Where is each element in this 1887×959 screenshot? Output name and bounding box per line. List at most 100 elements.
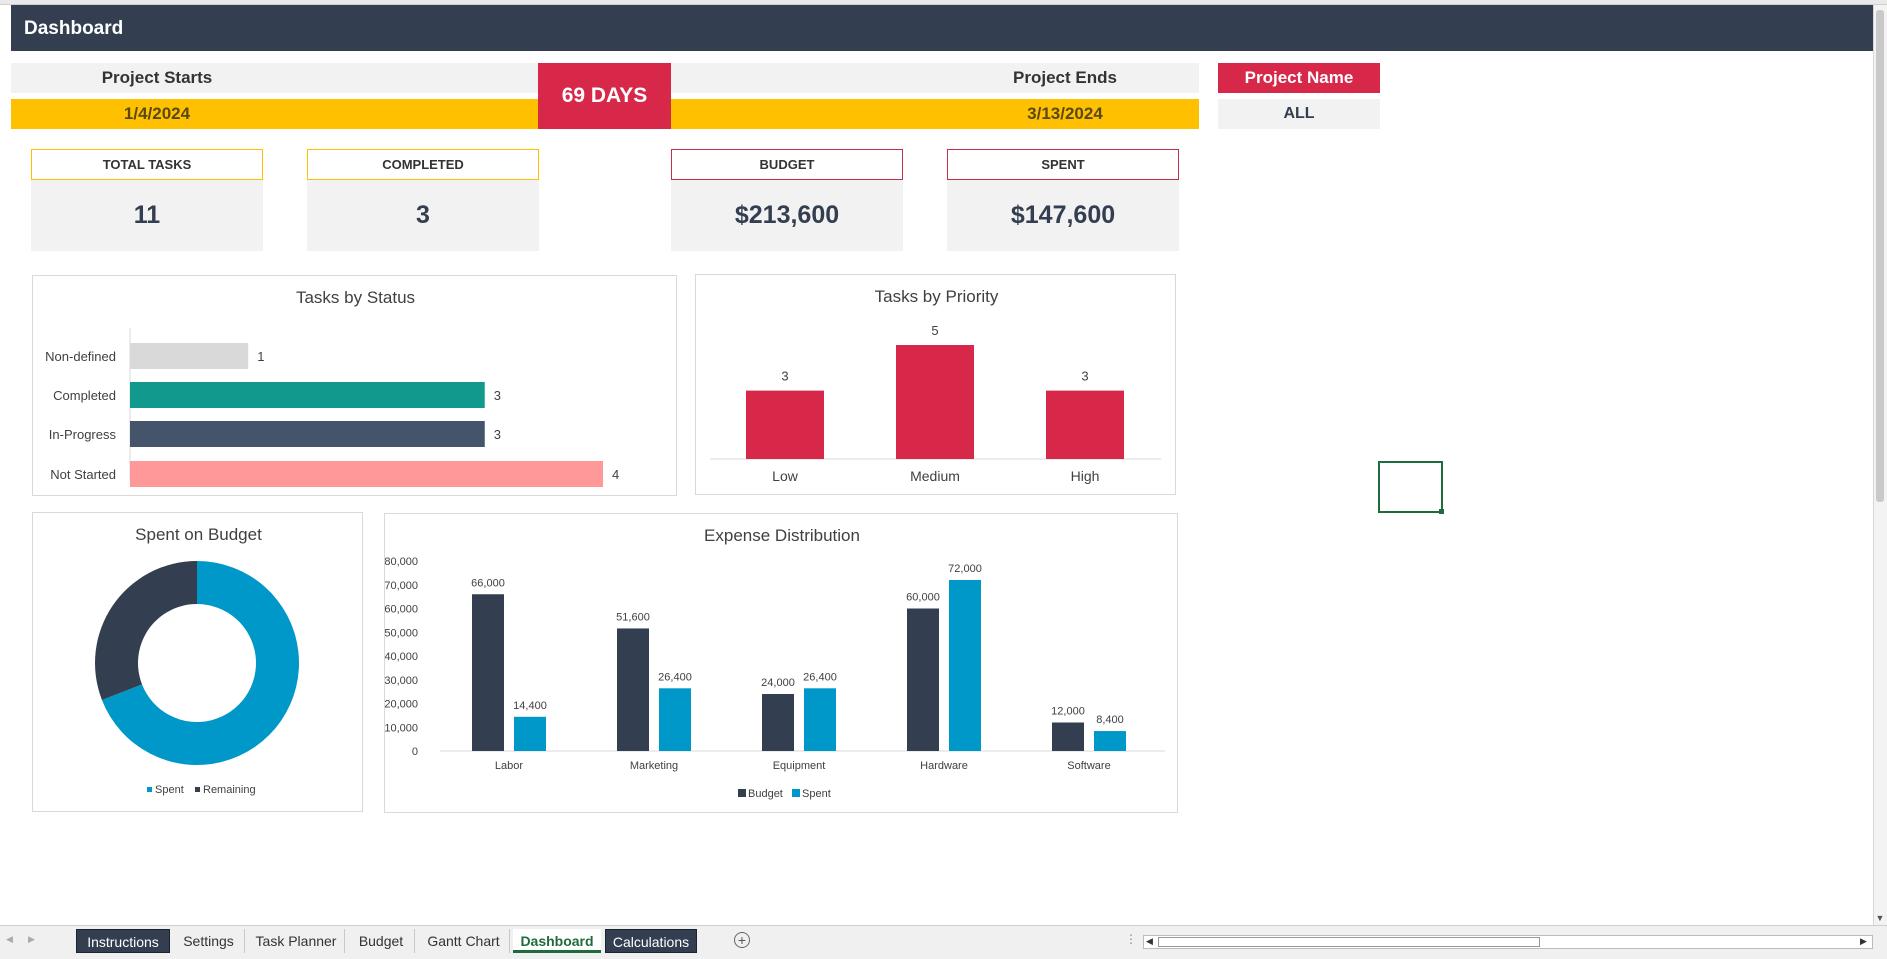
category-label: Low xyxy=(772,468,799,484)
duration-badge: 69 DAYS xyxy=(538,63,671,129)
category-label: Marketing xyxy=(630,760,678,772)
triangle-left-icon[interactable]: ◀ xyxy=(6,934,13,944)
tasks-by-priority-chart[interactable]: Tasks by Priority 3 Low 5 Medium 3 High xyxy=(695,274,1176,495)
legend-label: Spent xyxy=(802,788,831,800)
expense-distribution-chart[interactable]: Expense Distribution 0 10,000 20,000 30,000… xyxy=(384,513,1178,813)
legend-swatch xyxy=(792,789,800,797)
expense-bar-plot: 0 10,000 20,000 30,000 40,000 50,000 60,000 70,… xyxy=(385,556,1165,800)
tab-split-handle[interactable]: ⋮ xyxy=(1125,932,1137,946)
tab-instructions[interactable]: Instructions xyxy=(76,929,170,953)
tab-gantt-chart[interactable]: Gantt Chart xyxy=(418,929,510,953)
project-starts-label: Project Starts xyxy=(11,63,538,93)
spent-bar xyxy=(514,716,546,751)
data-label: 26,400 xyxy=(658,671,692,683)
fill-handle[interactable] xyxy=(1439,509,1444,514)
priority-bar xyxy=(896,345,974,459)
project-start-date: 1/4/2024 xyxy=(11,99,538,129)
spent-bar xyxy=(659,688,691,751)
active-cell[interactable] xyxy=(1378,461,1443,513)
y-tick-label: 30,000 xyxy=(385,675,418,687)
scroll-right-icon[interactable]: ▶ xyxy=(1860,936,1867,946)
budget-bar xyxy=(472,594,504,751)
tab-budget[interactable]: Budget xyxy=(348,929,415,953)
y-tick-label: 40,000 xyxy=(385,651,418,663)
legend-label: Remaining xyxy=(203,784,256,796)
tab-dashboard[interactable]: Dashboard xyxy=(513,929,601,953)
donut-plot: Spent Remaining xyxy=(95,561,299,796)
y-tick-label: 10,000 xyxy=(385,722,418,734)
category-label: Not Started xyxy=(50,467,116,482)
legend-label: Budget xyxy=(748,788,783,800)
y-tick-label: 20,000 xyxy=(385,699,418,711)
column-gridlines xyxy=(0,0,1887,5)
spent-bar xyxy=(949,580,981,751)
y-tick-label: 0 xyxy=(412,746,418,758)
data-label: 1 xyxy=(257,349,264,364)
scroll-left-icon[interactable]: ◀ xyxy=(1146,936,1153,946)
budget-bar xyxy=(762,694,794,751)
category-label: Non-defined xyxy=(45,349,116,364)
y-tick-label: 60,000 xyxy=(385,604,418,616)
data-label: 3 xyxy=(781,369,788,384)
budget-bar xyxy=(1052,722,1084,751)
plus-circle-icon[interactable]: + xyxy=(734,932,750,948)
data-label: 3 xyxy=(1081,369,1088,384)
tasks-by-status-chart[interactable]: Tasks by Status Non-defined 1 Completed 3 In… xyxy=(32,275,677,496)
chart-title: Tasks by Priority xyxy=(874,287,999,306)
chart-title: Spent on Budget xyxy=(135,525,262,544)
donut-slice xyxy=(101,561,299,765)
project-name-value[interactable]: ALL xyxy=(1218,99,1380,129)
kpi-budget-label: BUDGET xyxy=(671,149,903,180)
triangle-right-icon[interactable]: ▶ xyxy=(28,934,35,944)
legend-swatch xyxy=(738,789,746,797)
project-ends-label: Project Ends xyxy=(671,63,1199,93)
legend-swatch xyxy=(195,787,200,792)
data-label: 8,400 xyxy=(1096,714,1124,726)
category-label: Completed xyxy=(53,388,116,403)
data-label: 72,000 xyxy=(948,563,982,575)
data-label: 12,000 xyxy=(1051,706,1085,718)
data-label: 26,400 xyxy=(803,671,837,683)
category-label: High xyxy=(1071,468,1100,484)
spent-on-budget-chart[interactable]: Spent on Budget Spent Remaining xyxy=(32,512,363,812)
kpi-total-tasks-label: TOTAL TASKS xyxy=(31,149,263,180)
priority-bar-plot: 3 Low 5 Medium 3 High xyxy=(710,323,1161,484)
data-label: 3 xyxy=(494,427,501,442)
chart-title: Expense Distribution xyxy=(704,526,860,545)
donut-slice xyxy=(95,561,197,700)
status-bar xyxy=(130,382,485,408)
budget-bar xyxy=(617,628,649,751)
data-label: 66,000 xyxy=(471,577,505,589)
data-label: 24,000 xyxy=(761,677,795,689)
priority-bar xyxy=(1046,390,1124,459)
tab-calculations[interactable]: Calculations xyxy=(605,929,697,953)
vertical-scroll-thumb[interactable] xyxy=(1876,10,1884,502)
priority-bar xyxy=(746,390,824,459)
data-label: 60,000 xyxy=(906,592,940,604)
kpi-spent-label: SPENT xyxy=(947,149,1179,180)
legend-swatch xyxy=(147,787,152,792)
scroll-down-icon[interactable]: ▼ xyxy=(1875,913,1885,923)
data-label: 3 xyxy=(494,388,501,403)
status-bar xyxy=(130,343,249,369)
tab-task-planner[interactable]: Task Planner xyxy=(248,929,345,953)
category-label: Hardware xyxy=(920,760,968,772)
y-tick-label: 50,000 xyxy=(385,627,418,639)
category-label: Labor xyxy=(495,760,523,772)
category-label: Equipment xyxy=(773,760,826,772)
dashboard-title: Dashboard xyxy=(11,5,1873,51)
status-bar xyxy=(130,421,485,447)
spent-bar xyxy=(1094,731,1126,751)
legend-label: Spent xyxy=(155,784,184,796)
kpi-spent-value: $147,600 xyxy=(947,180,1179,251)
project-end-date: 3/13/2024 xyxy=(671,99,1199,129)
data-label: 4 xyxy=(612,467,619,482)
budget-bar xyxy=(907,608,939,751)
tab-settings[interactable]: Settings xyxy=(173,929,245,953)
category-label: In-Progress xyxy=(49,427,117,442)
horizontal-scroll-thumb[interactable] xyxy=(1158,937,1540,947)
status-bar xyxy=(130,461,603,487)
chart-title: Tasks by Status xyxy=(295,288,416,307)
kpi-completed-label: COMPLETED xyxy=(307,149,539,180)
category-label: Software xyxy=(1067,760,1110,772)
